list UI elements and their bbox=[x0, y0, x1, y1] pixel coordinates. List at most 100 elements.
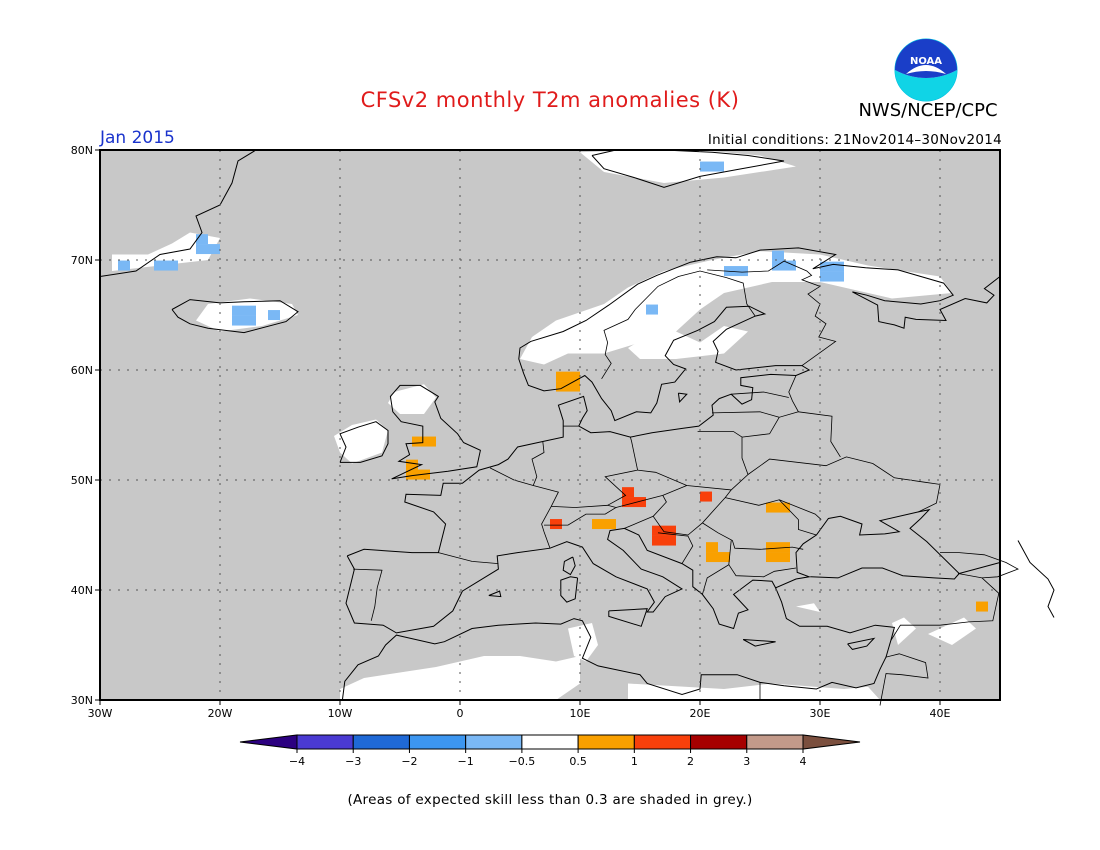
anomaly-cell bbox=[424, 436, 436, 447]
near-normal-area bbox=[334, 419, 388, 464]
anomaly-cell bbox=[832, 261, 844, 272]
colorbar-swatch bbox=[408, 734, 467, 750]
country-border bbox=[747, 456, 941, 513]
anomaly-cell bbox=[634, 497, 646, 508]
country-border bbox=[879, 653, 929, 706]
colorbar-label: 4 bbox=[800, 755, 807, 768]
anomaly-cell bbox=[622, 487, 634, 498]
anomaly-cell bbox=[556, 381, 568, 392]
anomaly-cell bbox=[706, 552, 718, 563]
anomaly-cell bbox=[664, 535, 676, 546]
anomaly-cell bbox=[154, 260, 166, 271]
lon-tick-label: 0 bbox=[457, 707, 464, 720]
near-normal-area bbox=[388, 384, 436, 414]
anomaly-cell bbox=[406, 469, 418, 480]
lat-tick-label: 80N bbox=[71, 144, 93, 157]
map-frame bbox=[99, 149, 1001, 701]
lon-tick-label: 30W bbox=[88, 707, 113, 720]
agency-label: NWS/NCEP/CPC bbox=[858, 100, 998, 121]
country-border bbox=[544, 504, 618, 526]
lon-tick-label: 30E bbox=[810, 707, 831, 720]
coastline bbox=[389, 384, 481, 480]
anomaly-cell bbox=[700, 491, 712, 502]
anomaly-cell bbox=[718, 552, 730, 563]
lon-tick-label: 10E bbox=[570, 707, 591, 720]
colorbar-label: 2 bbox=[687, 755, 694, 768]
near-normal-area bbox=[892, 617, 916, 645]
anomaly-cell bbox=[244, 305, 256, 316]
map-background bbox=[100, 150, 1000, 700]
lat-tick-label: 30N bbox=[71, 694, 93, 707]
near-normal-area bbox=[568, 623, 598, 662]
coastline bbox=[171, 299, 299, 334]
lat-tick-label: 50N bbox=[71, 474, 93, 487]
country-border bbox=[702, 522, 804, 550]
noaa-logo: NOAA bbox=[894, 38, 958, 102]
anomaly-cell bbox=[778, 552, 790, 563]
country-border bbox=[731, 391, 789, 398]
near-normal-area bbox=[928, 617, 976, 645]
country-border bbox=[702, 540, 732, 595]
colorbar-swatch bbox=[577, 734, 635, 750]
anomaly-cell bbox=[772, 250, 784, 261]
country-border bbox=[779, 499, 822, 520]
anomaly-cell bbox=[550, 519, 562, 530]
colorbar-swatch bbox=[633, 734, 692, 750]
near-normal-area bbox=[112, 232, 220, 271]
lon-tick-label: 20W bbox=[208, 707, 233, 720]
colorbar-label: −4 bbox=[289, 755, 305, 768]
country-border bbox=[531, 441, 545, 486]
lon-tick-label: 20E bbox=[690, 707, 711, 720]
near-normal-area bbox=[628, 683, 880, 700]
coastline bbox=[742, 639, 776, 647]
colorbar-swatch bbox=[746, 734, 804, 750]
anomaly-cell bbox=[712, 161, 724, 172]
colorbar-label: −1 bbox=[458, 755, 474, 768]
coastline bbox=[847, 637, 876, 650]
lat-tick-label: 60N bbox=[71, 364, 93, 377]
anomaly-cell bbox=[412, 436, 424, 447]
coastline bbox=[345, 508, 960, 634]
anomaly-cell bbox=[568, 371, 580, 382]
anomaly-cell bbox=[208, 244, 220, 255]
coastline bbox=[1017, 540, 1055, 618]
anomaly-cell bbox=[268, 310, 280, 321]
anomaly-cell bbox=[664, 525, 676, 536]
anomaly-cell bbox=[766, 552, 778, 563]
anomaly-cell bbox=[556, 371, 568, 382]
near-normal-area bbox=[796, 603, 820, 612]
colorbar-label: 3 bbox=[743, 755, 750, 768]
coastline bbox=[560, 576, 579, 603]
colorbar-swatch bbox=[521, 734, 579, 750]
anomaly-cell bbox=[766, 502, 778, 513]
anomaly-cell bbox=[832, 271, 844, 282]
anomaly-cell bbox=[244, 315, 256, 326]
country-border bbox=[652, 489, 732, 536]
anomaly-cell bbox=[706, 542, 718, 553]
colorbar-label: 0.5 bbox=[569, 755, 587, 768]
logo-text: NOAA bbox=[910, 56, 942, 67]
anomaly-cell bbox=[646, 304, 658, 315]
anomaly-cell bbox=[820, 271, 832, 282]
country-border bbox=[601, 270, 756, 380]
coastline bbox=[488, 590, 502, 598]
anomaly-cell bbox=[196, 244, 208, 255]
country-border bbox=[438, 552, 499, 564]
colorbar-swatch bbox=[690, 734, 748, 750]
coastline bbox=[347, 247, 1001, 557]
country-border bbox=[624, 515, 654, 529]
colorbar-swatch bbox=[296, 734, 354, 750]
country-border bbox=[353, 568, 383, 621]
anomaly-cell bbox=[820, 261, 832, 272]
lon-tick-label: 10W bbox=[328, 707, 353, 720]
anomaly-cell bbox=[778, 502, 790, 513]
anomaly-cell bbox=[406, 459, 418, 470]
colorbar-label: −0.5 bbox=[509, 755, 536, 768]
lat-tick-label: 70N bbox=[71, 254, 93, 267]
near-normal-area bbox=[340, 656, 580, 700]
anomaly-cell bbox=[118, 260, 130, 271]
country-border bbox=[728, 564, 797, 578]
anomaly-cell bbox=[766, 542, 778, 553]
